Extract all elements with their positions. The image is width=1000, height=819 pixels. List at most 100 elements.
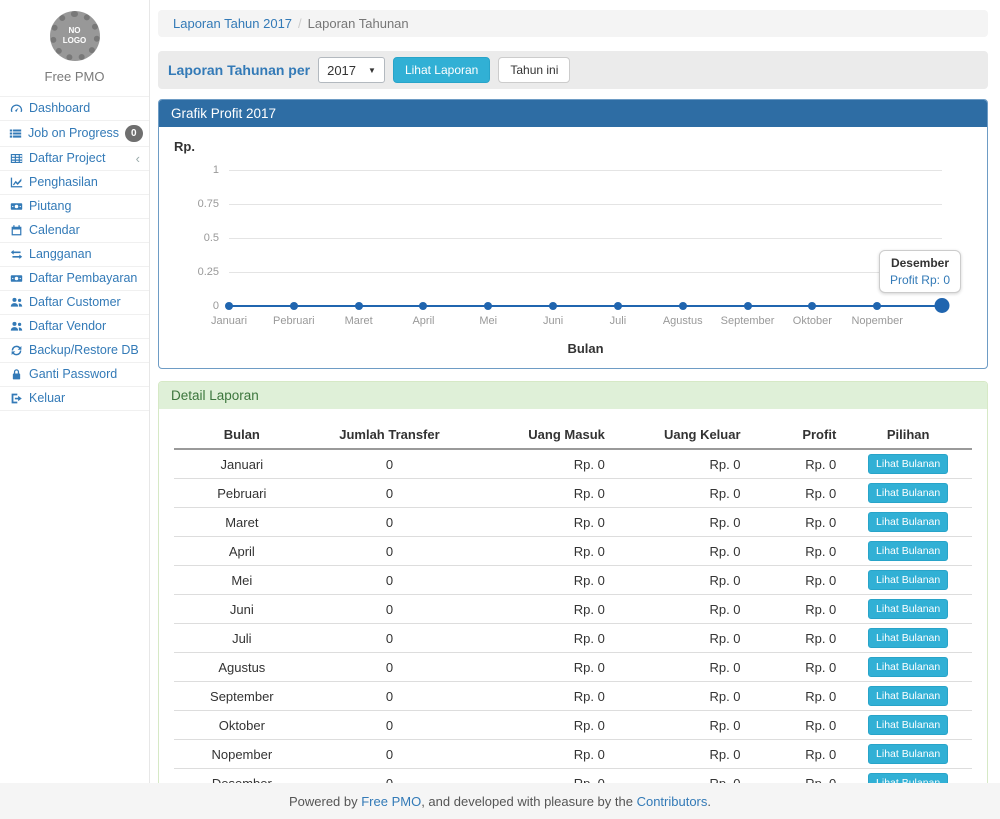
lihat-bulanan-button[interactable]: Lihat Bulanan [868,541,948,561]
table-header-row: Bulan Jumlah Transfer Uang Masuk Uang Ke… [174,421,972,449]
cell-pilihan: Lihat Bulanan [844,769,972,784]
sidebar-item-ganti-password[interactable]: Ganti Password [0,363,149,387]
sidebar-item-daftar-project[interactable]: Daftar Project [0,147,149,171]
cell-profit: Rp. 0 [749,769,845,784]
chart-panel-body: Rp. Desember Profit Rp: 0 00.250.50.751 … [159,127,987,368]
lihat-bulanan-button[interactable]: Lihat Bulanan [868,454,948,474]
sidebar-item-label: Calendar [29,223,80,238]
sidebar-item-daftar-vendor[interactable]: Daftar Vendor [0,315,149,339]
lihat-bulanan-button[interactable]: Lihat Bulanan [868,483,948,503]
y-axis-tick-label: 1 [213,164,219,176]
lihat-bulanan-button[interactable]: Lihat Bulanan [868,570,948,590]
free-pmo-link[interactable]: Free PMO [361,794,421,809]
sidebar-item-calendar[interactable]: Calendar [0,219,149,243]
cell-bulan: Nopember [174,740,310,769]
data-point-oktober[interactable] [808,302,816,310]
sidebar-item-label: Job on Progress [28,126,119,141]
cell-bulan: Oktober [174,711,310,740]
data-point-januari[interactable] [225,302,233,310]
lihat-bulanan-button[interactable]: Lihat Bulanan [868,715,948,735]
tahun-ini-button[interactable]: Tahun ini [498,57,570,83]
sidebar-item-label: Langganan [29,247,92,262]
sidebar-item-label: Dashboard [29,101,90,116]
sidebar-item-keluar[interactable]: Keluar [0,387,149,411]
breadcrumb-current: Laporan Tahunan [308,16,409,31]
data-point-september[interactable] [744,302,752,310]
data-point-mei[interactable] [484,302,492,310]
sidebar-item-label: Keluar [29,391,65,406]
cell-uang-masuk: Rp. 0 [469,508,613,537]
users-icon [9,296,23,309]
cell-pilihan: Lihat Bulanan [844,449,972,479]
cell-uang-masuk: Rp. 0 [469,479,613,508]
contributors-link[interactable]: Contributors [637,794,708,809]
x-axis-tick-label: Maret [345,315,373,327]
cell-bulan: April [174,537,310,566]
footer-text-middle: , and developed with pleasure by the [421,794,636,809]
lihat-bulanan-button[interactable]: Lihat Bulanan [868,599,948,619]
cell-bulan: Maret [174,508,310,537]
lihat-bulanan-button[interactable]: Lihat Bulanan [868,657,948,677]
refresh-icon [9,344,23,357]
sidebar-item-label: Daftar Project [29,151,105,166]
cell-uang-keluar: Rp. 0 [613,595,749,624]
sidebar-item-daftar-pembayaran[interactable]: Daftar Pembayaran [0,267,149,291]
lihat-bulanan-button[interactable]: Lihat Bulanan [868,512,948,532]
data-point-pebruari[interactable] [290,302,298,310]
cell-uang-keluar: Rp. 0 [613,449,749,479]
chart-plot: Desember Profit Rp: 0 00.250.50.751 [229,170,942,306]
col-uang-masuk: Uang Masuk [469,421,613,449]
sidebar-item-langganan[interactable]: Langganan [0,243,149,267]
cell-uang-keluar: Rp. 0 [613,537,749,566]
table-row: Pebruari0Rp. 0Rp. 0Rp. 0Lihat Bulanan [174,479,972,508]
detail-panel-body: Bulan Jumlah Transfer Uang Masuk Uang Ke… [159,409,987,783]
sidebar-menu: Dashboard Job on Progress 0 Daftar Project P… [0,96,149,411]
sidebar-item-dashboard[interactable]: Dashboard [0,97,149,121]
table-row: Oktober0Rp. 0Rp. 0Rp. 0Lihat Bulanan [174,711,972,740]
y-axis-tick-label: 0.75 [198,198,219,210]
cell-pilihan: Lihat Bulanan [844,508,972,537]
lihat-bulanan-button[interactable]: Lihat Bulanan [868,628,948,648]
data-point-maret[interactable] [355,302,363,310]
y-axis-tick-label: 0.25 [198,266,219,278]
lihat-laporan-button[interactable]: Lihat Laporan [393,57,490,83]
sidebar-item-daftar-customer[interactable]: Daftar Customer [0,291,149,315]
table-row: April0Rp. 0Rp. 0Rp. 0Lihat Bulanan [174,537,972,566]
detail-panel-title: Detail Laporan [159,382,987,409]
footer-text: Powered by Free PMO, and developed with … [289,794,711,809]
data-point-april[interactable] [419,302,427,310]
lihat-bulanan-button[interactable]: Lihat Bulanan [868,686,948,706]
cell-profit: Rp. 0 [749,711,845,740]
cell-jumlah-transfer: 0 [310,479,470,508]
no-logo-icon: NO LOGO [50,11,100,61]
table-row: Juni0Rp. 0Rp. 0Rp. 0Lihat Bulanan [174,595,972,624]
data-point-agustus[interactable] [679,302,687,310]
cell-uang-masuk: Rp. 0 [469,711,613,740]
sidebar-item-backup-restore-db[interactable]: Backup/Restore DB [0,339,149,363]
col-jumlah-transfer: Jumlah Transfer [310,421,470,449]
cell-pilihan: Lihat Bulanan [844,479,972,508]
footer-text-after: . [707,794,711,809]
sidebar-item-piutang[interactable]: Piutang [0,195,149,219]
app-window: NO LOGO Free PMO DashboardJob on Progres… [0,0,1000,783]
lihat-bulanan-button[interactable]: Lihat Bulanan [868,773,948,783]
data-point-nopember[interactable] [873,302,881,310]
sidebar-item-job-on-progress[interactable]: Job on Progress 0 [0,121,149,147]
sidebar-item-label: Piutang [29,199,71,214]
cell-pilihan: Lihat Bulanan [844,740,972,769]
data-point-juli[interactable] [614,302,622,310]
year-select[interactable]: 2017 [318,57,385,83]
data-point-desember[interactable] [935,298,950,313]
breadcrumb-link[interactable]: Laporan Tahun 2017 [173,16,292,31]
chart-xlabels: JanuariPebruariMaretAprilMeiJuniJuliAgus… [229,315,942,329]
report-table-body: Januari0Rp. 0Rp. 0Rp. 0Lihat BulananPebr… [174,449,972,783]
gridline [229,238,942,239]
footer: Powered by Free PMO, and developed with … [0,783,1000,819]
count-badge: 0 [125,125,143,142]
data-point-juni[interactable] [549,302,557,310]
lihat-bulanan-button[interactable]: Lihat Bulanan [868,744,948,764]
cell-profit: Rp. 0 [749,624,845,653]
sidebar-item-penghasilan[interactable]: Penghasilan [0,171,149,195]
cell-pilihan: Lihat Bulanan [844,682,972,711]
gridline [229,272,942,273]
